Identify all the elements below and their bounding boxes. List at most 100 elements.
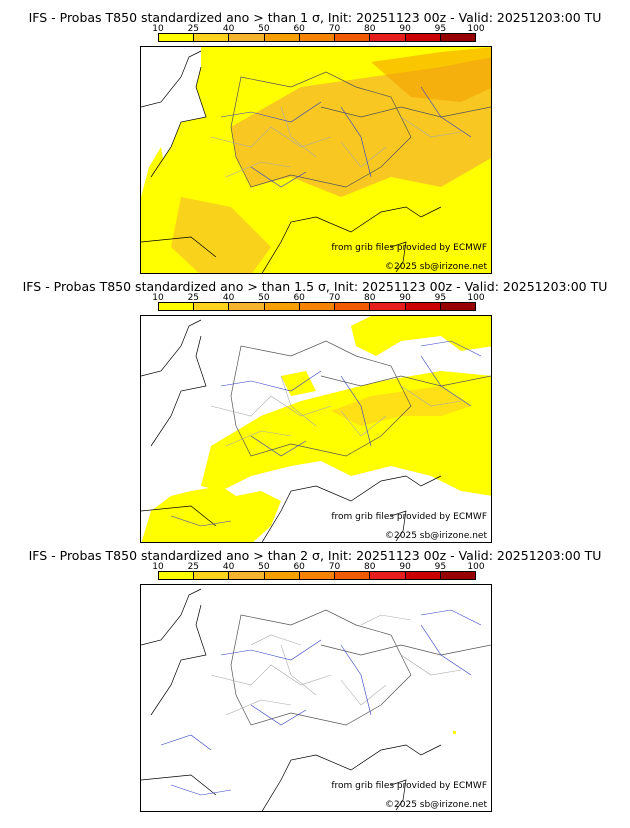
colorbar-segment — [299, 572, 336, 579]
copyright: ©2025 sb@irizone.net — [385, 800, 487, 810]
colorbar-segment — [405, 303, 441, 310]
colorbar-labels: 10 25 40 50 60 70 80 90 95 100 — [152, 293, 484, 303]
colorbar-segment — [194, 34, 230, 41]
border-line — [230, 340, 491, 457]
map-canvas — [141, 588, 491, 811]
map-canvas — [141, 47, 491, 273]
copyright: ©2025 sb@irizone.net — [385, 531, 487, 541]
colorbar — [158, 33, 476, 42]
map-canvas — [141, 316, 491, 542]
river-lines — [170, 340, 482, 527]
river-lines — [220, 86, 472, 188]
colorbar-segment — [159, 303, 195, 310]
colorbar-segment — [194, 572, 230, 579]
coastline — [141, 50, 442, 273]
colorbar-tick-label: 70 — [328, 24, 341, 34]
coastline — [141, 588, 442, 811]
colorbar-tick-label: 40 — [222, 293, 235, 303]
colorbar-tick-label: 40 — [222, 562, 235, 572]
panel-1-sigma: IFS - Probas T850 standardized ano > tha… — [0, 10, 630, 278]
probability-map: from grib files provided by ECMWF ©2025 … — [140, 46, 492, 274]
source-note: from grib files provided by ECMWF — [331, 781, 487, 791]
colorbar-tick-label: 95 — [434, 24, 447, 34]
colorbar-tick-label: 90 — [399, 562, 411, 572]
colorbar-tick-label: 25 — [187, 562, 200, 572]
colorbar-segment — [370, 303, 406, 310]
panel-title: IFS - Probas T850 standardized ano > tha… — [22, 279, 608, 294]
probability-area-orange — [371, 47, 491, 102]
colorbar-segment — [370, 34, 406, 41]
colorbar-segment — [335, 572, 371, 579]
colorbar-tick-label: 70 — [328, 562, 341, 572]
colorbar-tick-label: 70 — [328, 293, 341, 303]
panel-1.5-sigma: IFS - Probas T850 standardized ano > tha… — [0, 279, 630, 547]
colorbar-segment — [229, 34, 265, 41]
colorbar-tick-label: 100 — [467, 293, 485, 303]
colorbar-tick-label: 10 — [152, 562, 164, 572]
colorbar-segment — [405, 572, 441, 579]
colorbar-tick-label: 80 — [364, 562, 376, 572]
colorbar-segment — [299, 303, 336, 310]
probability-area — [201, 371, 491, 496]
colorbar-segment — [335, 303, 371, 310]
colorbar-tick-label: 50 — [258, 24, 270, 34]
colorbar-segment — [405, 34, 441, 41]
colorbar-tick-label: 10 — [152, 24, 164, 34]
colorbar-segment — [370, 572, 406, 579]
colorbar-tick-label: 10 — [152, 293, 164, 303]
region-lines — [210, 106, 462, 178]
colorbar-segment — [335, 34, 371, 41]
colorbar-segment — [194, 303, 230, 310]
probability-map: from grib files provided by ECMWF ©2025 … — [140, 584, 492, 812]
colorbar-segment — [264, 303, 300, 310]
colorbar-tick-label: 25 — [187, 24, 200, 34]
colorbar-tick-label: 60 — [293, 24, 305, 34]
colorbar-tick-label: 60 — [293, 562, 305, 572]
colorbar — [158, 302, 476, 311]
colorbar-tick-label: 80 — [364, 293, 376, 303]
colorbar-tick-label: 40 — [222, 24, 235, 34]
colorbar-segment — [264, 34, 300, 41]
probability-area — [141, 486, 281, 542]
probability-map: from grib files provided by ECMWF ©2025 … — [140, 315, 492, 543]
colorbar-tick-label: 60 — [293, 293, 305, 303]
source-note: from grib files provided by ECMWF — [331, 512, 487, 522]
colorbar-tick-label: 95 — [434, 562, 447, 572]
colorbar-segment — [440, 572, 475, 579]
colorbar-segment — [159, 34, 195, 41]
colorbar-segment — [440, 303, 475, 310]
colorbar-labels: 10 25 40 50 60 70 80 90 95 100 — [152, 24, 484, 34]
colorbar-segment — [229, 572, 265, 579]
colorbar-tick-label: 50 — [258, 562, 270, 572]
river-lines — [160, 609, 482, 796]
coastline — [141, 319, 442, 542]
colorbar-tick-label: 100 — [467, 24, 485, 34]
panel-2-sigma: IFS - Probas T850 standardized ano > tha… — [0, 548, 630, 816]
colorbar-tick-label: 90 — [399, 293, 411, 303]
colorbar-segment — [159, 572, 195, 579]
border-line — [230, 609, 491, 726]
source-note: from grib files provided by ECMWF — [331, 243, 487, 253]
colorbar-labels: 10 25 40 50 60 70 80 90 95 100 — [152, 562, 484, 572]
probability-area — [351, 316, 491, 356]
colorbar-tick-label: 80 — [364, 24, 376, 34]
colorbar — [158, 571, 476, 580]
copyright: ©2025 sb@irizone.net — [385, 262, 487, 272]
region-lines — [210, 375, 462, 447]
probability-spot — [453, 731, 456, 734]
colorbar-tick-label: 50 — [258, 293, 270, 303]
region-lines — [210, 614, 462, 716]
border-line — [230, 71, 491, 188]
colorbar-tick-label: 100 — [467, 562, 485, 572]
colorbar-segment — [264, 572, 300, 579]
colorbar-tick-label: 95 — [434, 293, 447, 303]
colorbar-tick-label: 90 — [399, 24, 411, 34]
probability-area — [281, 371, 316, 396]
panel-title: IFS - Probas T850 standardized ano > tha… — [28, 548, 602, 563]
colorbar-segment — [299, 34, 336, 41]
colorbar-segment — [229, 303, 265, 310]
colorbar-segment — [440, 34, 475, 41]
probability-area — [331, 386, 471, 426]
probability-area-orange — [171, 197, 271, 273]
colorbar-tick-label: 25 — [187, 293, 200, 303]
